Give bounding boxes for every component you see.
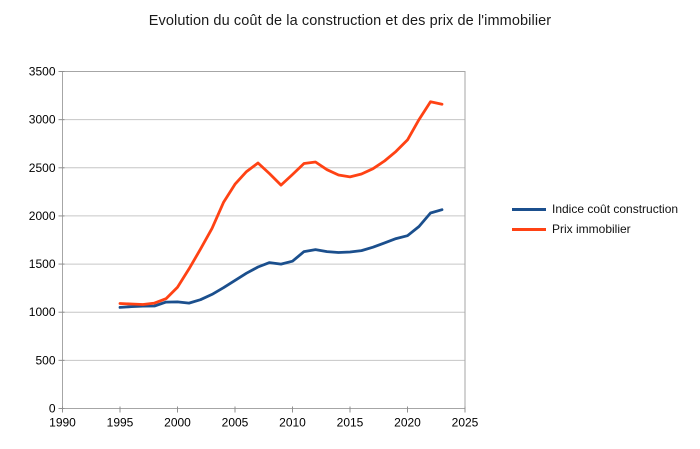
y-axis-label-0: 0 xyxy=(49,402,56,416)
x-axis-label-1995: 1995 xyxy=(107,416,134,430)
chart-title: Evolution du coût de la construction et … xyxy=(148,13,552,29)
legend-swatch-construction xyxy=(512,207,546,211)
x-axis-label-2000: 2000 xyxy=(164,416,191,430)
y-axis-label-500: 500 xyxy=(35,353,55,367)
y-axis-label-1000: 1000 xyxy=(29,305,56,319)
x-axis-label-2015: 2015 xyxy=(337,416,364,430)
x-axis-label-1990: 1990 xyxy=(49,416,76,430)
legend: Indice coût construction Prix immobilier xyxy=(512,202,678,236)
y-axis-label-2000: 2000 xyxy=(29,209,56,223)
y-axis-label-2500: 2500 xyxy=(29,161,56,175)
series-line-construction xyxy=(118,208,444,309)
legend-swatch-immobilier xyxy=(512,227,546,231)
legend-item-construction: Indice coût construction xyxy=(512,202,678,216)
legend-label-construction: Indice coût construction xyxy=(552,202,679,216)
legend-label-immobilier: Prix immobilier xyxy=(552,222,631,236)
x-axis-label-2010: 2010 xyxy=(279,416,306,430)
y-axis-label-3500: 3500 xyxy=(29,65,56,79)
x-axis-label-2020: 2020 xyxy=(394,416,421,430)
x-axis-label-2025: 2025 xyxy=(452,416,479,430)
plot-area xyxy=(62,71,466,409)
legend-item-immobilier: Prix immobilier xyxy=(512,222,678,236)
y-axis-label-3000: 3000 xyxy=(29,113,56,127)
x-axis-label-2005: 2005 xyxy=(222,416,249,430)
y-axis-label-1500: 1500 xyxy=(29,257,56,271)
series-line-immobilier xyxy=(118,100,444,306)
